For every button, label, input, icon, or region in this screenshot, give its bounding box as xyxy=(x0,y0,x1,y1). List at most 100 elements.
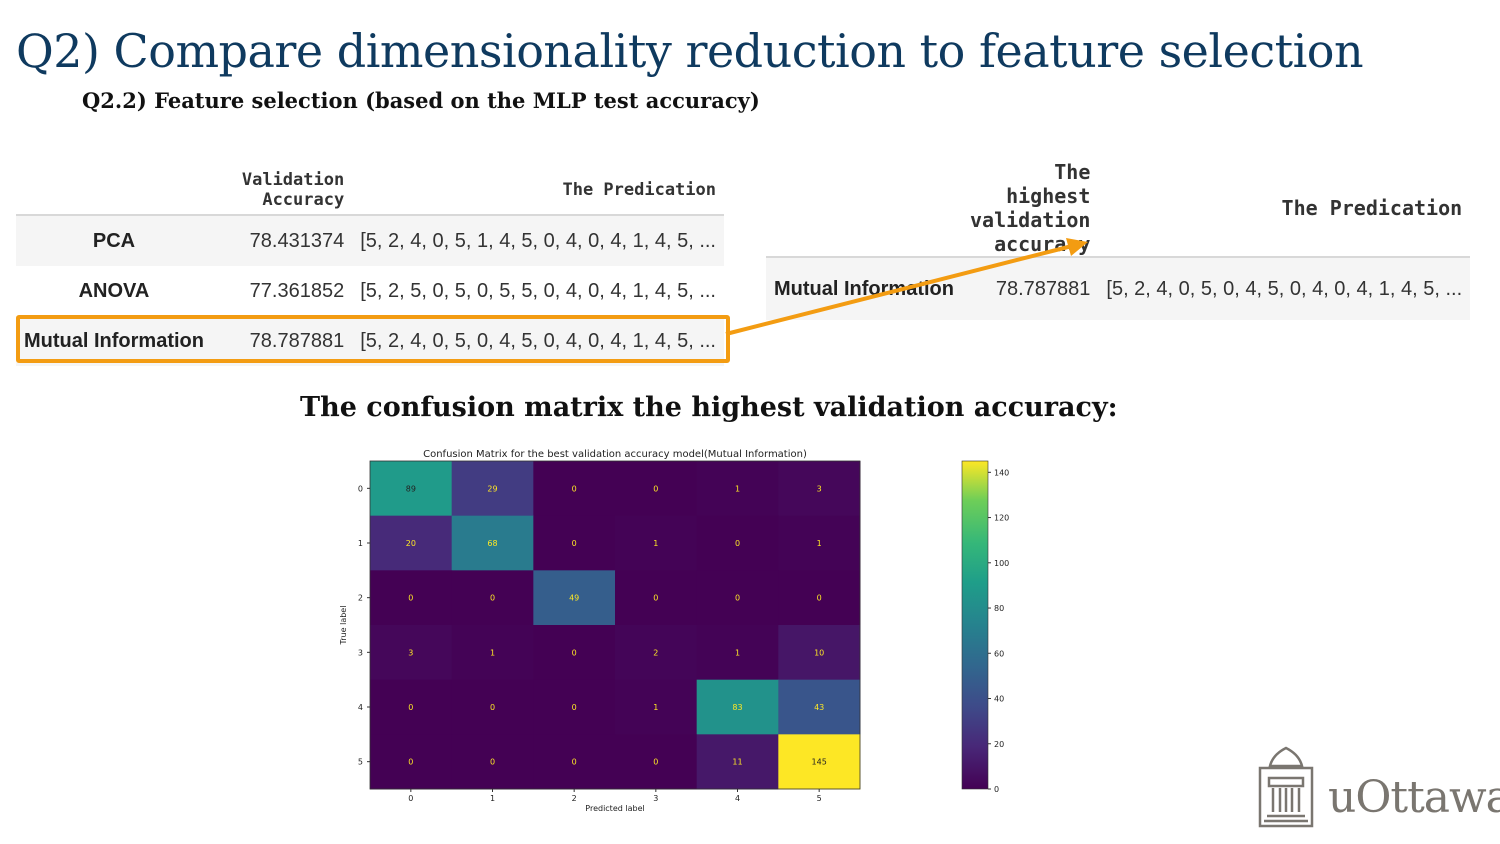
heatmap-cell xyxy=(370,625,453,681)
best-header-blank xyxy=(766,160,962,258)
colorbar-tick-label: 80 xyxy=(994,604,1004,613)
cell-label: 0 xyxy=(817,594,822,603)
row-prediction: [5, 2, 4, 0, 5, 0, 4, 5, 0, 4, 0, 4, 1, … xyxy=(352,316,724,366)
cell-label: 11 xyxy=(732,758,742,767)
cell-label: 0 xyxy=(490,594,495,603)
cell-label: 0 xyxy=(572,539,577,548)
heatmap-cell xyxy=(451,679,534,735)
y-tick-label: 2 xyxy=(358,594,363,603)
heatmap-cell xyxy=(451,570,534,626)
row-name: ANOVA xyxy=(78,279,150,302)
cell-label: 43 xyxy=(814,703,824,712)
heatmap-cell xyxy=(533,461,616,517)
y-tick-label: 4 xyxy=(358,703,363,712)
heatmap-cell xyxy=(696,570,779,626)
cell-label: 0 xyxy=(490,758,495,767)
x-axis-label: Predicted label xyxy=(585,804,644,813)
cell-label: 1 xyxy=(653,539,658,548)
cell-label: 1 xyxy=(735,484,740,493)
results-header-accuracy: Validation Accuracy xyxy=(211,166,353,216)
cell-label: 83 xyxy=(732,703,742,712)
cell-label: 0 xyxy=(572,703,577,712)
y-axis-label: True label xyxy=(339,606,348,646)
slide-subtitle: Q2.2) Feature selection (based on the ML… xyxy=(82,88,760,113)
row-accuracy: 77.361852 xyxy=(249,279,345,302)
cell-label: 0 xyxy=(572,484,577,493)
cell-label: 0 xyxy=(572,758,577,767)
heatmap-cell xyxy=(778,515,861,571)
colorbar-tick-label: 120 xyxy=(994,514,1009,523)
colorbar-tick-label: 40 xyxy=(994,695,1004,704)
heatmap-cell xyxy=(533,679,616,735)
cell-label: 0 xyxy=(408,758,413,767)
best-header-accuracy: The highest validation accuracy xyxy=(961,160,1099,258)
x-tick-label: 2 xyxy=(572,794,577,803)
cell-label: 0 xyxy=(735,539,740,548)
cell-label: 0 xyxy=(735,594,740,603)
confusion-matrix-chart: Confusion Matrix for the best validation… xyxy=(339,449,1009,813)
cell-label: 20 xyxy=(406,539,416,548)
confusion-matrix-heading: The confusion matrix the highest validat… xyxy=(300,392,1118,423)
cell-label: 0 xyxy=(408,594,413,603)
y-tick-label: 1 xyxy=(358,539,363,548)
heatmap-cell xyxy=(778,625,861,681)
results-table-header: Validation Accuracy The Predication xyxy=(16,166,724,216)
heatmap-cell xyxy=(615,570,698,626)
x-tick-label: 3 xyxy=(653,794,658,803)
row-accuracy: 78.431374 xyxy=(211,215,353,266)
heatmap-cell xyxy=(615,461,698,517)
cell-label: 89 xyxy=(406,484,416,493)
heatmap-cell xyxy=(533,570,616,626)
cell-label: 0 xyxy=(653,484,658,493)
colorbar-tick-label: 0 xyxy=(994,785,999,794)
table-row: ANOVA 77.361852 [5, 2, 5, 0, 5, 0, 5, 5,… xyxy=(16,266,724,316)
heatmap-cell xyxy=(370,515,453,571)
heatmap-cell xyxy=(451,625,534,681)
cell-label: 0 xyxy=(653,594,658,603)
uottawa-logo-icon xyxy=(1258,746,1314,828)
x-tick-label: 1 xyxy=(490,794,495,803)
row-name: PCA xyxy=(16,215,212,266)
cell-label: 68 xyxy=(487,539,497,548)
row-accuracy: 78.787881 xyxy=(211,316,353,366)
results-header-prediction: The Predication xyxy=(352,166,724,216)
colorbar-tick-label: 140 xyxy=(994,468,1009,477)
heatmap-cell xyxy=(615,515,698,571)
heatmap-cell xyxy=(451,461,534,517)
results-table: Validation Accuracy The Predication PCA … xyxy=(16,166,724,366)
cell-label: 3 xyxy=(817,484,822,493)
table-row: Mutual Information 78.787881 [5, 2, 4, 0… xyxy=(16,316,724,366)
row-prediction: [5, 2, 5, 0, 5, 0, 5, 5, 0, 4, 0, 4, 1, … xyxy=(360,279,716,302)
heatmap-cell xyxy=(370,679,453,735)
cell-label: 145 xyxy=(812,758,827,767)
cell-label: 29 xyxy=(487,484,497,493)
row-accuracy: 78.787881 xyxy=(961,257,1099,320)
row-prediction: [5, 2, 4, 0, 5, 0, 4, 5, 0, 4, 0, 4, 1, … xyxy=(1098,257,1471,320)
chart-title: Confusion Matrix for the best validation… xyxy=(423,449,807,460)
heatmap-cell xyxy=(778,570,861,626)
heatmap-cell xyxy=(778,679,861,735)
x-tick-label: 5 xyxy=(817,794,822,803)
heatmap-cell xyxy=(696,734,779,790)
heatmap-cell xyxy=(778,461,861,517)
cell-label: 2 xyxy=(653,648,658,657)
heatmap-cell xyxy=(533,515,616,571)
heatmap-cell xyxy=(696,515,779,571)
cell-label: 1 xyxy=(817,539,822,548)
cell-label: 1 xyxy=(735,648,740,657)
y-tick-label: 5 xyxy=(358,758,363,767)
logo-text: uOttawa xyxy=(1328,772,1500,823)
cell-label: 10 xyxy=(814,648,824,657)
heatmap-cell xyxy=(696,461,779,517)
table-row: Mutual Information 78.787881 [5, 2, 4, 0… xyxy=(766,257,1471,320)
heatmap-cell xyxy=(615,734,698,790)
cell-label: 0 xyxy=(653,758,658,767)
heatmap-cell xyxy=(615,679,698,735)
heatmap-cell xyxy=(778,734,861,790)
heatmap-frame xyxy=(369,460,861,790)
colorbar-tick-label: 60 xyxy=(994,649,1004,658)
cell-label: 0 xyxy=(408,703,413,712)
x-tick-label: 0 xyxy=(408,794,413,803)
colorbar-tick-label: 100 xyxy=(994,559,1009,568)
heatmap-cell xyxy=(696,625,779,681)
